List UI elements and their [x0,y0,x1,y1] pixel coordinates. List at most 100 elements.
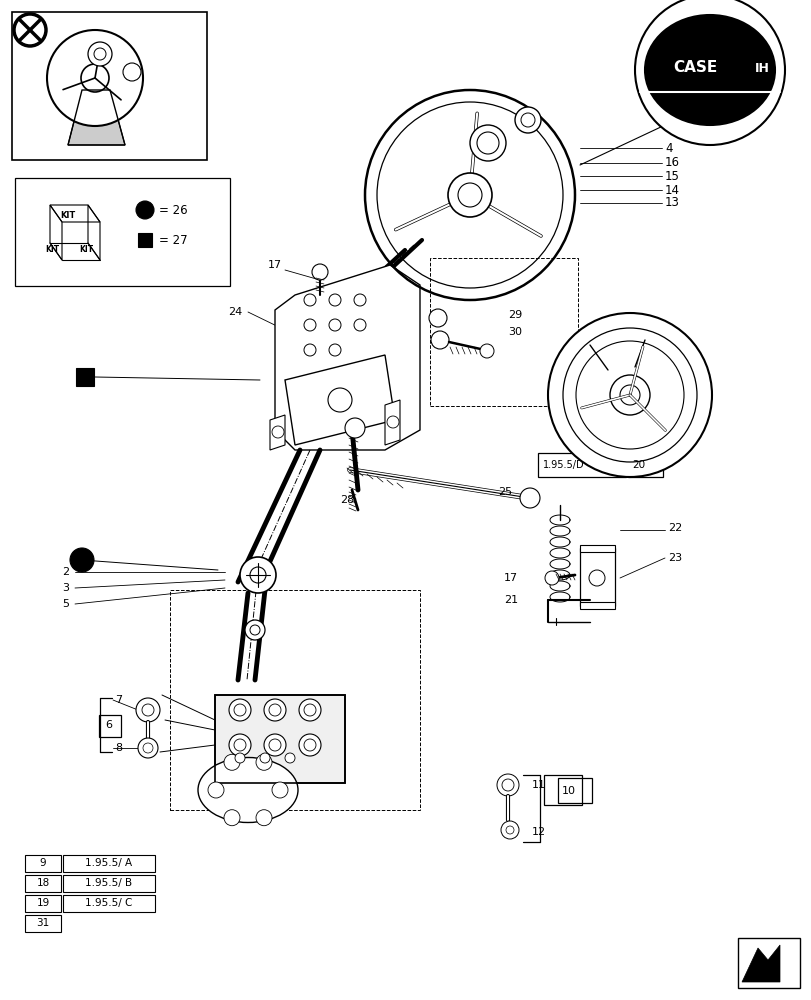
Text: 17: 17 [268,260,281,270]
Bar [99,715,121,737]
Circle shape [354,319,366,331]
Text: 1.95.5/ A: 1.95.5/ A [85,858,132,868]
Circle shape [634,0,784,145]
Circle shape [88,42,112,66]
Circle shape [272,426,284,438]
Circle shape [138,738,158,758]
Circle shape [311,264,328,280]
Text: 5: 5 [62,599,69,609]
Text: = 26: = 26 [159,204,187,217]
Circle shape [208,782,224,798]
Text: KIT: KIT [60,211,75,220]
Circle shape [224,754,240,770]
Circle shape [240,557,276,593]
Text: 14: 14 [664,184,679,196]
Circle shape [264,734,285,756]
Circle shape [135,698,160,722]
Text: 29: 29 [508,310,521,320]
Circle shape [255,810,272,826]
Circle shape [514,107,540,133]
Ellipse shape [198,758,298,822]
Bar [737,938,799,988]
Circle shape [250,625,260,635]
Circle shape [234,739,246,751]
Circle shape [620,385,639,405]
Text: 24: 24 [228,307,242,317]
Circle shape [122,63,141,81]
Circle shape [229,699,251,721]
Text: 13: 13 [664,196,679,210]
Circle shape [303,739,315,751]
Circle shape [470,125,505,161]
Text: 28: 28 [340,495,354,505]
Circle shape [544,571,558,585]
Text: 1.95.5/ C: 1.95.5/ C [85,898,132,908]
Text: 30: 30 [508,327,521,337]
Text: 16: 16 [664,156,679,169]
Polygon shape [68,90,125,145]
Text: 8: 8 [115,743,122,753]
Circle shape [245,620,264,640]
Circle shape [94,48,106,60]
Circle shape [264,699,285,721]
Circle shape [142,704,154,716]
Text: 21: 21 [504,595,517,605]
Bar [25,855,61,872]
Bar [579,548,614,606]
Circle shape [387,416,398,428]
Circle shape [303,344,315,356]
Bar [579,602,614,609]
Bar [25,875,61,892]
Circle shape [609,375,649,415]
Text: 19: 19 [36,898,49,908]
Circle shape [303,704,315,716]
Circle shape [521,113,534,127]
Bar [25,895,61,912]
Text: 20: 20 [631,460,644,470]
Bar [63,895,155,912]
Text: 23: 23 [667,553,681,563]
Text: IH: IH [754,62,769,75]
Text: 7: 7 [115,695,122,705]
Circle shape [250,567,266,583]
Circle shape [345,418,365,438]
Circle shape [298,699,320,721]
Bar [63,855,155,872]
Circle shape [229,734,251,756]
Circle shape [298,734,320,756]
Text: 10: 10 [561,786,575,796]
Text: 4: 4 [664,141,672,154]
Circle shape [354,294,366,306]
Circle shape [328,319,341,331]
Text: 18: 18 [36,878,49,888]
Text: 2: 2 [62,567,69,577]
Polygon shape [285,355,394,445]
Bar [543,775,581,805]
Circle shape [81,64,109,92]
Circle shape [476,132,499,154]
Text: 25: 25 [497,487,512,497]
Text: KIT: KIT [79,245,93,254]
Text: 6: 6 [105,720,112,730]
Circle shape [234,753,245,763]
Text: 22: 22 [667,523,681,533]
Text: 1.95.5/D: 1.95.5/D [543,460,584,470]
Circle shape [224,810,240,826]
Bar [215,695,345,783]
Circle shape [234,704,246,716]
Circle shape [328,344,341,356]
Circle shape [588,570,604,586]
Text: 9: 9 [40,858,46,868]
Text: 31: 31 [36,918,49,928]
Text: 3: 3 [62,583,69,593]
Circle shape [285,753,294,763]
Circle shape [70,548,94,572]
Polygon shape [741,945,779,982]
Circle shape [328,388,351,412]
Circle shape [428,309,446,327]
Circle shape [255,754,272,770]
Circle shape [268,704,281,716]
Circle shape [575,341,683,449]
Circle shape [547,313,711,477]
Text: 15: 15 [664,169,679,182]
